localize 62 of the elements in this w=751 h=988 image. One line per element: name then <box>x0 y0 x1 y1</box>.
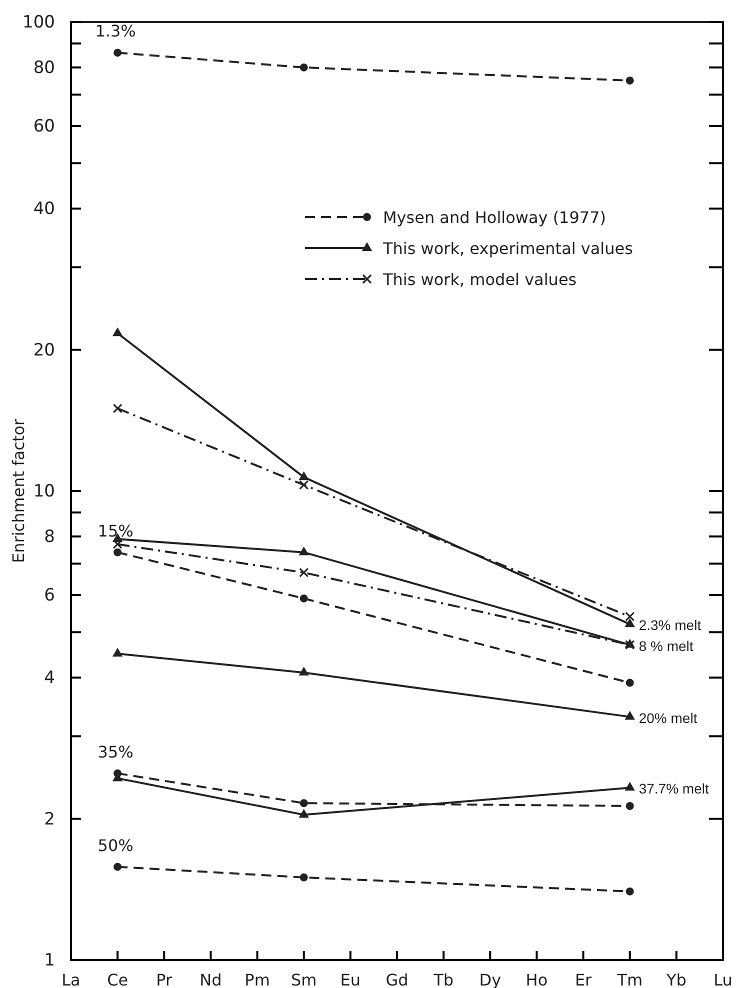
x-tick-label: Sm <box>290 970 317 988</box>
x-tick-label: Tb <box>432 970 454 988</box>
annotation: 8 % melt <box>638 638 694 654</box>
y-tick-label: 1 <box>44 950 55 970</box>
point <box>624 710 635 720</box>
point <box>299 568 309 578</box>
y-tick-label: 6 <box>44 585 55 606</box>
point <box>112 327 123 336</box>
y-tick-label: 40 <box>33 199 55 220</box>
point <box>624 618 635 628</box>
annotation: 37.7% melt <box>638 780 709 797</box>
x-tick-label: Pr <box>156 970 173 988</box>
y-tick-label: 2 <box>44 809 55 830</box>
annotation: 15% <box>98 521 134 540</box>
x-tick-label: La <box>62 970 80 988</box>
x-tick-label: Gd <box>386 970 408 988</box>
point <box>299 480 309 490</box>
point <box>298 808 309 818</box>
annotation: 20% melt <box>638 710 698 726</box>
point <box>114 548 122 556</box>
y-tick-label: 100 <box>22 12 55 32</box>
point <box>300 63 308 72</box>
x-tick-label: Pm <box>244 970 270 988</box>
annotation: 50% <box>98 836 134 855</box>
point <box>300 594 308 602</box>
annotation: 35% <box>98 742 134 762</box>
x-tick-label: Yb <box>665 970 686 988</box>
point <box>624 782 635 791</box>
y-tick-label: 10 <box>33 481 55 502</box>
point <box>626 678 634 687</box>
point <box>298 471 309 480</box>
x-tick-label: Tm <box>616 970 643 988</box>
annotation: 2.3% melt <box>638 617 702 634</box>
point <box>298 666 309 676</box>
point <box>300 799 308 808</box>
point <box>626 887 634 896</box>
legend-label: This work, model values <box>382 270 577 289</box>
x-tick-label: Lu <box>714 970 732 988</box>
y-axis-title: Enrichment factor <box>9 418 28 564</box>
y-tick-label: 80 <box>33 58 55 78</box>
legend-label: This work, experimental values <box>382 239 633 258</box>
y-tick-label: 8 <box>44 526 55 547</box>
y-tick-label: 60 <box>33 116 55 136</box>
point <box>300 873 308 882</box>
legend-label: Mysen and Holloway (1977) <box>383 208 606 227</box>
x-tick-label: Ho <box>526 970 548 988</box>
point <box>626 802 634 810</box>
point <box>626 76 634 85</box>
point <box>298 546 309 556</box>
point <box>625 612 635 622</box>
point <box>114 48 122 57</box>
annotation: 1.3% <box>95 22 136 41</box>
point <box>112 539 122 550</box>
point <box>112 404 122 414</box>
x-tick-label: Ce <box>107 970 128 988</box>
x-tick-label: Er <box>574 970 592 988</box>
point <box>114 862 122 871</box>
x-tick-label: Eu <box>340 970 361 988</box>
y-tick-label: 20 <box>33 340 55 360</box>
point <box>112 648 123 657</box>
y-tick-label: 4 <box>44 668 55 688</box>
x-tick-label: Nd <box>200 970 222 988</box>
